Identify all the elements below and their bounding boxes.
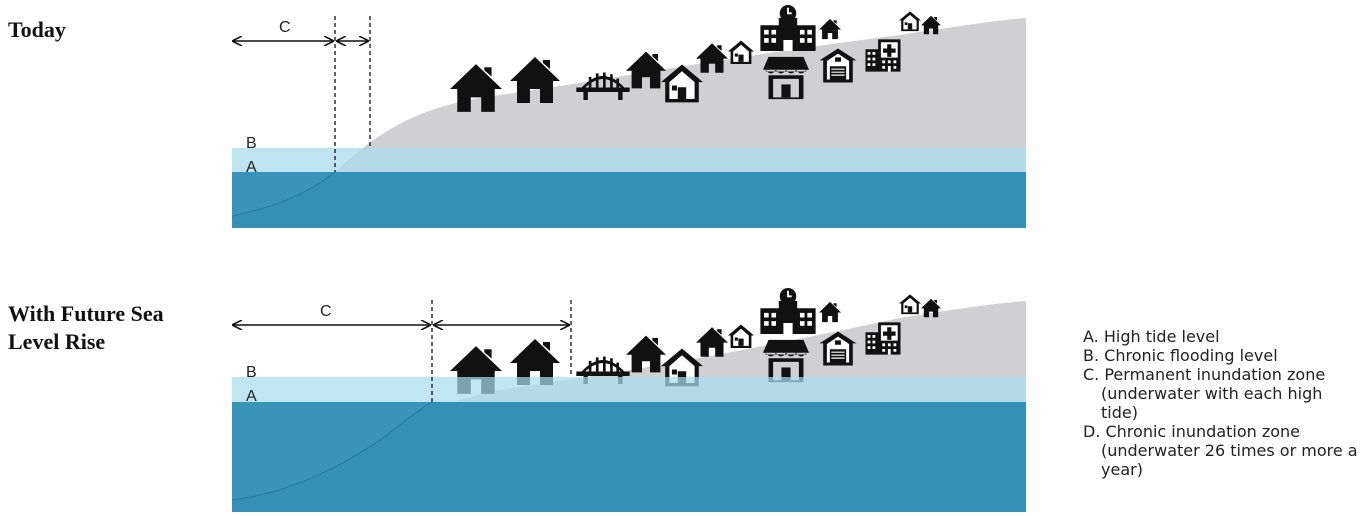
seabed-line	[231, 171, 336, 217]
school-icon	[759, 5, 817, 51]
house-icon	[819, 301, 841, 323]
legend: A. High tide level B. Chronic flooding l…	[1083, 327, 1358, 479]
small-house-icon	[728, 40, 754, 64]
legend-item-c: C. Permanent inundation zone (underwater…	[1083, 365, 1326, 422]
house-icon	[819, 18, 841, 40]
house-icon	[696, 327, 728, 357]
panel-today: C B A	[231, 5, 1026, 228]
store-icon	[763, 56, 809, 100]
level-b-label: B	[246, 135, 257, 152]
seabed-underwater	[232, 172, 335, 228]
flood-band-b	[232, 148, 1026, 172]
seabed-line	[231, 401, 433, 501]
zone-c-label: C	[320, 303, 332, 320]
panel-title-future: With Future Sea Level Rise	[8, 301, 164, 354]
flood-band-b	[232, 377, 1026, 402]
level-b-label: B	[246, 364, 257, 381]
store-icon	[763, 339, 809, 383]
house-icon	[626, 335, 666, 373]
small-house-icon	[899, 294, 921, 315]
small-house-icon	[728, 324, 754, 348]
panel-title-today: Today	[8, 17, 66, 42]
legend-item-b: B. Chronic flooding level	[1083, 346, 1278, 365]
panel-future: C B A	[231, 288, 1026, 512]
seabed-underwater	[232, 402, 432, 512]
legend-item-d: D. Chronic inundation zone (underwater 2…	[1083, 422, 1358, 479]
deep-water-a	[232, 172, 1026, 228]
small-house-icon	[899, 11, 921, 32]
level-a-label: A	[246, 388, 257, 405]
zone-c-label: C	[279, 19, 291, 36]
legend-item-a: A. High tide level	[1083, 327, 1220, 346]
level-a-label: A	[246, 159, 257, 176]
school-icon	[759, 288, 817, 334]
